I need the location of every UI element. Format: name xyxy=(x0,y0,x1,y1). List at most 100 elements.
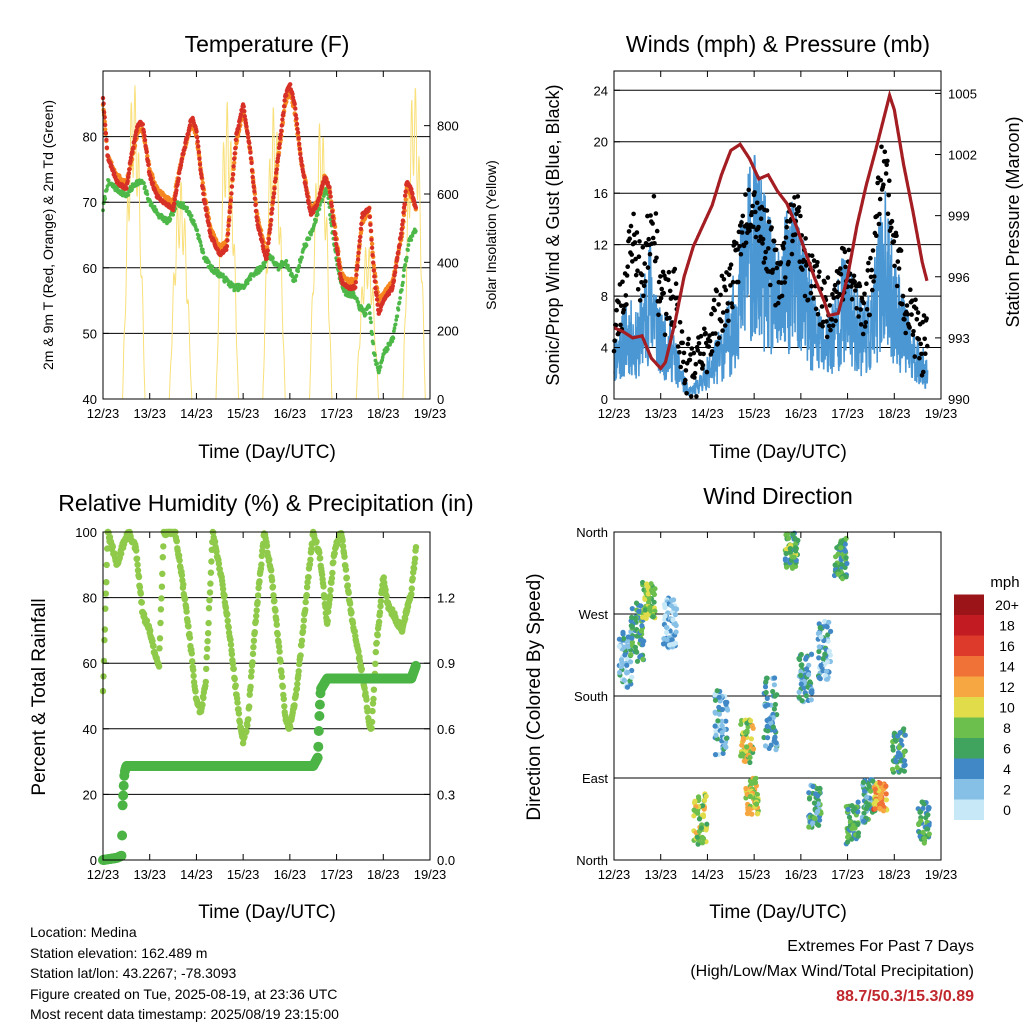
direction-point xyxy=(673,622,679,629)
y-tick-label: East xyxy=(582,771,608,786)
temp-2m-point xyxy=(290,91,295,97)
temp-2m-point xyxy=(182,145,187,150)
colorbar-swatch xyxy=(954,594,984,615)
gust-point xyxy=(894,233,899,238)
dewpoint-point xyxy=(375,361,379,366)
dewpoint-point xyxy=(364,312,368,316)
temp-2m-point xyxy=(265,248,270,253)
gust-point xyxy=(864,307,870,312)
temp-2m-point xyxy=(243,120,249,126)
dewpoint-point xyxy=(356,300,360,305)
direction-point xyxy=(866,783,872,789)
rh-point xyxy=(308,545,315,553)
direction-point xyxy=(855,833,861,839)
direction-point xyxy=(699,840,706,846)
dewpoint-point xyxy=(145,192,150,197)
direction-point xyxy=(818,662,824,669)
gust-point xyxy=(805,297,811,303)
gust-point xyxy=(648,213,653,218)
direction-point xyxy=(641,638,647,644)
direction-point xyxy=(647,606,653,613)
direction-point xyxy=(782,556,789,562)
gust-point xyxy=(703,330,708,336)
gust-point xyxy=(693,361,699,367)
gust-point xyxy=(895,259,901,264)
dewpoint-point xyxy=(262,263,267,268)
gust-point xyxy=(720,328,725,333)
gust-point xyxy=(876,221,882,227)
temp-2m-point xyxy=(232,156,237,161)
rh-point xyxy=(369,707,376,715)
rh-point xyxy=(329,569,336,577)
temp-2m-point xyxy=(145,159,150,164)
rh-point xyxy=(370,695,377,703)
direction-point xyxy=(772,734,778,740)
dewpoint-point xyxy=(149,201,154,206)
direction-point xyxy=(845,839,851,845)
gust-point xyxy=(834,289,839,295)
gust-point xyxy=(667,315,672,321)
figure-created: Figure created on Tue, 2025-08-19, at 23… xyxy=(30,985,338,1002)
rh-point xyxy=(268,567,275,574)
dewpoint-point xyxy=(294,273,299,278)
y-tick-label: 20 xyxy=(594,135,608,150)
direction-point xyxy=(898,738,904,744)
gust-point xyxy=(716,302,721,307)
gust-point xyxy=(712,307,717,313)
direction-point xyxy=(695,841,701,847)
direction-point xyxy=(810,820,816,826)
direction-point xyxy=(785,535,792,542)
temp-2m-point xyxy=(179,156,185,162)
dewpoint-point xyxy=(105,187,109,192)
direction-point xyxy=(704,821,710,827)
temp-2m-point xyxy=(103,130,109,136)
rh-point xyxy=(274,631,281,638)
colorbar-label: 16 xyxy=(999,638,1015,654)
gust-point xyxy=(774,265,780,271)
rh-point xyxy=(377,598,385,605)
direction-point xyxy=(624,684,631,690)
rh-point xyxy=(227,641,235,648)
dewpoint-point xyxy=(380,358,385,362)
temp-9m-point xyxy=(102,119,107,124)
rh-point xyxy=(189,658,196,665)
direction-point xyxy=(768,742,774,748)
temp-2m-point xyxy=(233,137,239,142)
precip-point xyxy=(312,752,323,763)
gust-point xyxy=(752,190,757,195)
direction-point xyxy=(640,656,646,662)
direction-point xyxy=(621,644,627,651)
temp-2m-point xyxy=(402,193,408,198)
direction-point xyxy=(696,816,703,822)
gust-point xyxy=(879,144,884,150)
direction-point xyxy=(820,656,826,662)
rh-point xyxy=(133,555,141,562)
colorbar-label: 8 xyxy=(1003,720,1011,736)
rh-point xyxy=(190,666,197,674)
direction-point xyxy=(864,794,870,800)
rh-point xyxy=(402,615,409,623)
gust-point xyxy=(808,290,814,296)
gust-point xyxy=(921,313,927,318)
temp-2m-point xyxy=(253,202,258,208)
gust-point xyxy=(700,366,705,371)
temp-2m-point xyxy=(390,283,395,289)
direction-point xyxy=(628,652,634,658)
gust-point xyxy=(685,341,691,347)
gust-point xyxy=(626,229,632,234)
gust-point xyxy=(851,273,857,279)
gust-point xyxy=(658,274,663,279)
gust-point xyxy=(809,253,815,258)
gust-point xyxy=(701,351,706,357)
direction-point xyxy=(816,648,822,655)
extremes-subtitle: (High/Low/Max Wind/Total Precipitation) xyxy=(690,963,974,980)
direction-point xyxy=(698,825,705,831)
rh-point xyxy=(298,642,305,649)
rh-point xyxy=(118,550,125,557)
rh-point xyxy=(210,529,217,536)
rh-point xyxy=(235,710,243,717)
gust-point xyxy=(631,211,636,217)
gust-point xyxy=(653,211,659,216)
dewpoint-point xyxy=(198,240,203,245)
gust-point xyxy=(726,272,732,278)
